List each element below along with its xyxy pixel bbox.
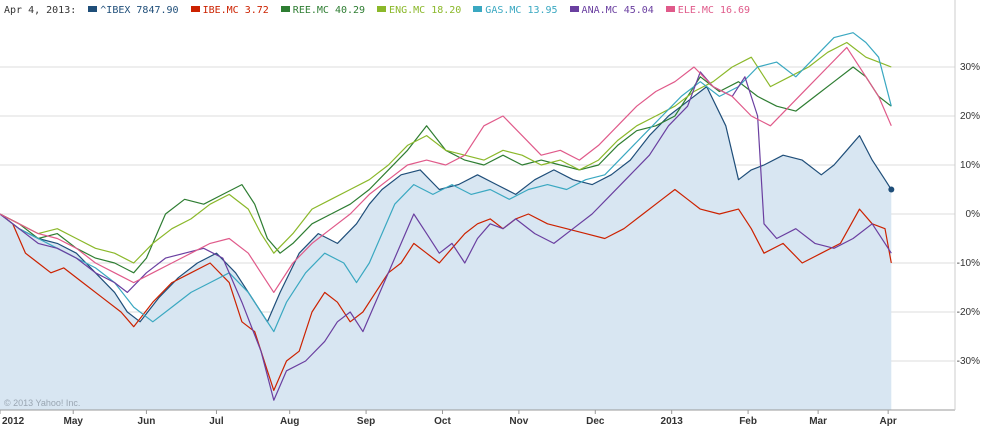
legend-entry: IBE.MC 3.72: [190, 5, 269, 16]
series-line--ibex: [0, 86, 892, 323]
legend-swatch: [88, 6, 98, 12]
legend-swatch: [665, 6, 675, 12]
x-tick-label: 2013: [661, 416, 684, 427]
axes: 30% 20% 10% 0% -10% -20% -30% 2012 May Jun Jul Aug S…: [0, 0, 980, 427]
series-line-ibe-mc: [0, 188, 892, 391]
legend-label: GAS.MC 13.95: [485, 5, 558, 16]
x-tick-label: May: [63, 416, 83, 427]
x-tick-label: Dec: [586, 416, 605, 427]
legend-entry: ANA.MC 45.04: [569, 5, 654, 16]
y-tick-label: -30%: [957, 356, 980, 367]
x-tick-label: Feb: [739, 416, 757, 427]
series-line-eng-mc: [0, 41, 892, 264]
legend-entry: REE.MC 40.29: [280, 5, 366, 16]
x-tick-label: 2012: [2, 416, 25, 427]
legend-label: ENG.MC 18.20: [389, 5, 462, 16]
x-tick-label: Jul: [209, 416, 224, 427]
copyright-watermark: © 2013 Yahoo! Inc.: [4, 398, 81, 408]
legend-date: Apr 4, 2013:: [4, 5, 77, 16]
x-tick-label: Jun: [138, 416, 156, 427]
y-tick-label: 0%: [966, 209, 981, 220]
x-tick-label: Mar: [809, 416, 827, 427]
x-tick-label: Aug: [280, 416, 299, 427]
y-tick-label: 10%: [960, 160, 980, 171]
x-tick-label: Nov: [509, 416, 528, 427]
y-tick-label: 20%: [960, 111, 980, 122]
y-tick-label: -20%: [957, 307, 980, 318]
legend-label: IBE.MC 3.72: [202, 5, 269, 16]
legend-swatch: [280, 6, 290, 12]
y-tick-label: 30%: [960, 62, 980, 73]
series-lines: [0, 32, 895, 401]
legend-entry: ELE.MC 16.69: [665, 5, 751, 16]
series-line-ana-mc: [0, 71, 892, 401]
series-line-ele-mc: [0, 46, 892, 293]
series-line-gas-mc: [0, 32, 892, 333]
legend-swatch: [377, 6, 387, 12]
legend-entries: ^IBEX 7847.90 IBE.MC 3.72 REE.MC 40.29 ENG.…: [88, 5, 762, 16]
legend-label: ANA.MC 45.04: [581, 5, 654, 16]
series-end-marker: [888, 186, 895, 193]
x-tick-label: Sep: [357, 416, 375, 427]
y-tick-label: -10%: [957, 258, 980, 269]
x-tick-label: Oct: [434, 416, 451, 427]
legend-entry: GAS.MC 13.95: [473, 5, 558, 16]
legend-swatch: [190, 6, 200, 12]
x-tick-label: Apr: [880, 416, 897, 427]
legend-label: REE.MC 40.29: [292, 5, 366, 16]
legend-entry: ^IBEX 7847.90: [88, 5, 179, 16]
legend-swatch: [569, 6, 579, 12]
legend-label: ^IBEX 7847.90: [100, 5, 179, 16]
legend-swatch: [473, 6, 483, 12]
chart-legend: Apr 4, 2013: ^IBEX 7847.90 IBE.MC 3.72 REE…: [4, 4, 763, 18]
legend-label: ELE.MC 16.69: [677, 5, 751, 16]
legend-entry: ENG.MC 18.20: [377, 5, 461, 16]
